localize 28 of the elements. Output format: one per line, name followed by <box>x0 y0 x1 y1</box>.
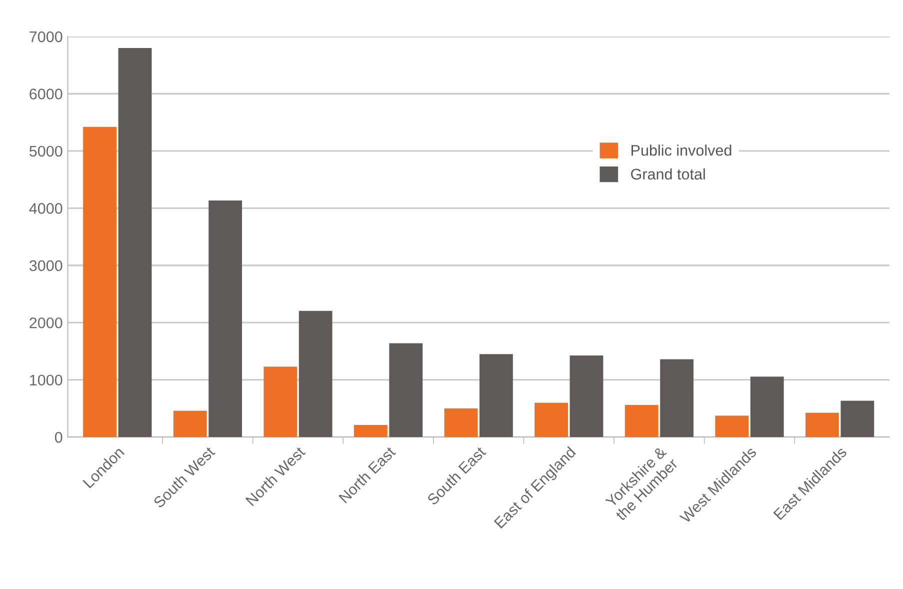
bar <box>570 356 604 438</box>
y-tick-label: 7000 <box>30 31 62 42</box>
bar <box>83 126 116 438</box>
y-tick-label: 5000 <box>29 146 62 157</box>
legend-label: Grand total <box>631 168 705 180</box>
bar <box>389 343 423 438</box>
bar <box>840 400 874 438</box>
y-tick-label: 3000 <box>29 260 62 272</box>
bar <box>660 359 694 438</box>
bar <box>264 366 298 438</box>
bar <box>118 48 152 438</box>
bar <box>534 402 568 438</box>
y-tick-label: 6000 <box>30 88 62 100</box>
bar <box>479 354 513 438</box>
y-tick-label: 0 <box>54 432 62 443</box>
bar <box>208 200 242 438</box>
bar <box>173 410 207 438</box>
bar <box>444 408 478 438</box>
bar <box>624 404 658 438</box>
y-tick-label: 4000 <box>29 203 62 214</box>
bar <box>715 416 749 438</box>
bar <box>298 310 332 438</box>
y-tick-label: 1000 <box>30 374 62 386</box>
bar <box>750 376 784 438</box>
bar <box>354 425 388 438</box>
legend-label: Public involved <box>632 144 732 156</box>
bar <box>805 412 839 438</box>
y-tick-label: 2000 <box>30 317 62 328</box>
